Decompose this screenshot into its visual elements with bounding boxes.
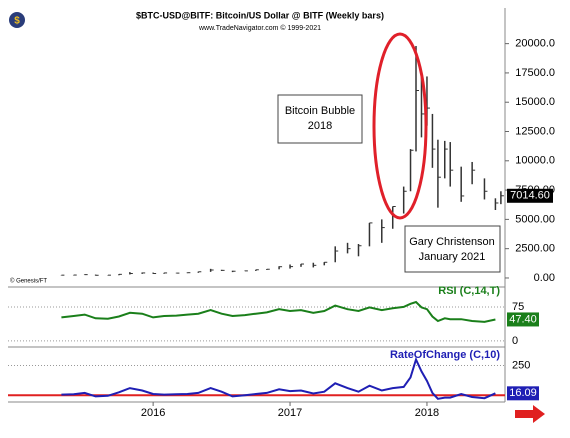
annotation-box [277, 94, 363, 144]
credit: © Genesis/FT [10, 278, 47, 285]
last-value-label: 47.40 [509, 313, 537, 325]
chart-title: $BTC-USD@BITF: Bitcoin/US Dollar @ BITF … [136, 10, 384, 20]
panel-title: RSI (C,14,T) [438, 285, 500, 297]
last-value-tag [507, 386, 539, 401]
plot: 2016201720180.002500.005000.007500.00100… [8, 38, 555, 419]
annotation: 2018 [308, 120, 332, 132]
rsi-line [61, 300, 496, 323]
y-tick-label: 15000.0 [515, 96, 555, 108]
annotation-box [404, 225, 501, 273]
logo-mark: $ [14, 16, 20, 27]
annotation: Bitcoin Bubble [285, 105, 355, 117]
y-tick-label: 2500.00 [515, 243, 555, 255]
annotation: January 2021 [419, 251, 486, 263]
arrow [515, 405, 545, 423]
y-tick-label: 10000.0 [515, 155, 555, 167]
y-tick-label: 5000.00 [515, 213, 555, 225]
y-tick-label: 0.00 [534, 272, 555, 284]
highlight-ellipse [372, 32, 428, 220]
x-tick-label: 2017 [278, 407, 302, 419]
last-value-tag [507, 312, 539, 327]
y-tick-label: 0 [512, 335, 518, 347]
last-value-tag [507, 188, 553, 203]
chart-subtitle: www.TradeNavigator.com © 1999-2021 [198, 24, 321, 32]
y-tick-label: 20000.0 [515, 38, 555, 50]
last-value-label: 16.09 [509, 387, 537, 399]
logo [9, 12, 25, 28]
last-value-label: 7014.60 [510, 190, 550, 202]
y-tick-label: 12500.0 [515, 125, 555, 137]
x-tick-label: 2018 [415, 407, 439, 419]
annotation: Gary Christenson [409, 236, 495, 248]
y-tick-label: 250 [512, 359, 530, 371]
y-tick-label: 75 [512, 301, 524, 313]
x-tick-label: 2016 [141, 407, 165, 419]
roc-line [61, 356, 496, 400]
panel-title: RateOfChange (C,10) [390, 349, 500, 361]
y-tick-label: 17500.0 [515, 67, 555, 79]
